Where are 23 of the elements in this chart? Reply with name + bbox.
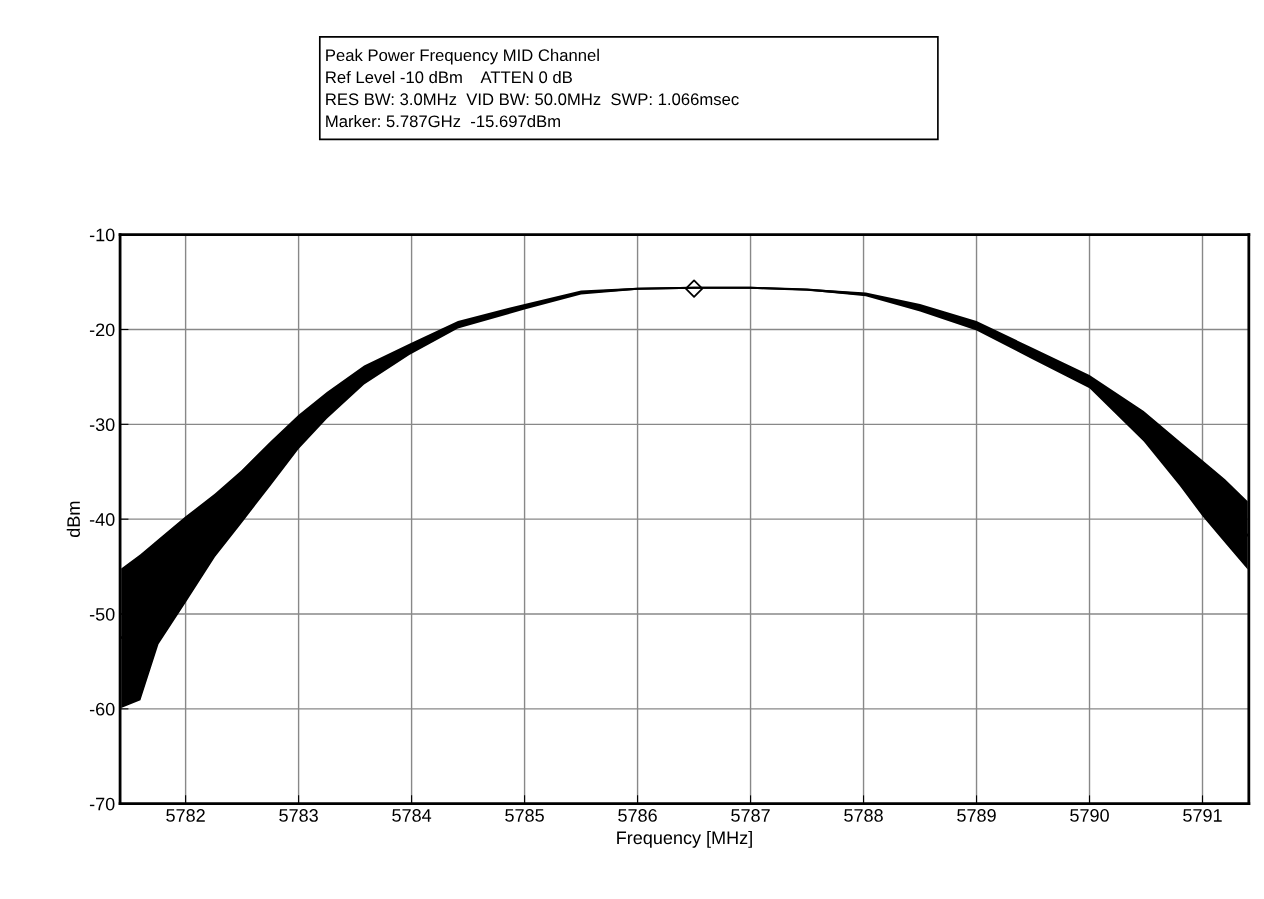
y-tick-label: -60 (89, 702, 115, 716)
x-tick-label: 5789 (957, 809, 996, 822)
y-tick-label: -10 (89, 228, 115, 242)
chart-title: Peak Power Frequency MID Channel (326, 48, 599, 65)
x-tick-label: 5785 (505, 809, 544, 822)
y-tick-label: -20 (89, 323, 115, 337)
text: Marker: 5.787GHz -15.697dBm (326, 114, 560, 128)
x-tick-label: 5791 (1183, 809, 1222, 822)
x-tick-label: 5787 (731, 809, 770, 822)
text: Ref Level -10 dBm ATTEN 0 dB (326, 70, 572, 84)
x-tick-label: 5790 (1070, 809, 1109, 822)
y-tick-label: -40 (89, 513, 115, 526)
y-axis-title: dBm (66, 501, 80, 537)
y-tick-label: -50 (89, 607, 115, 621)
x-tick-label: 5788 (844, 809, 883, 822)
text: RES BW: 3.0MHz VID BW: 50.0MHz SWP: 1.066msec (326, 93, 739, 106)
x-tick-label: 5784 (392, 809, 432, 822)
x-tick-label: 5783 (279, 809, 318, 822)
y-tick-label: -70 (89, 797, 115, 811)
x-tick-label: 5786 (618, 809, 657, 822)
y-tick-label: -30 (89, 418, 115, 432)
x-tick-label: 5782 (166, 809, 205, 822)
x-axis-title: Frequency [MHz] (617, 830, 752, 848)
